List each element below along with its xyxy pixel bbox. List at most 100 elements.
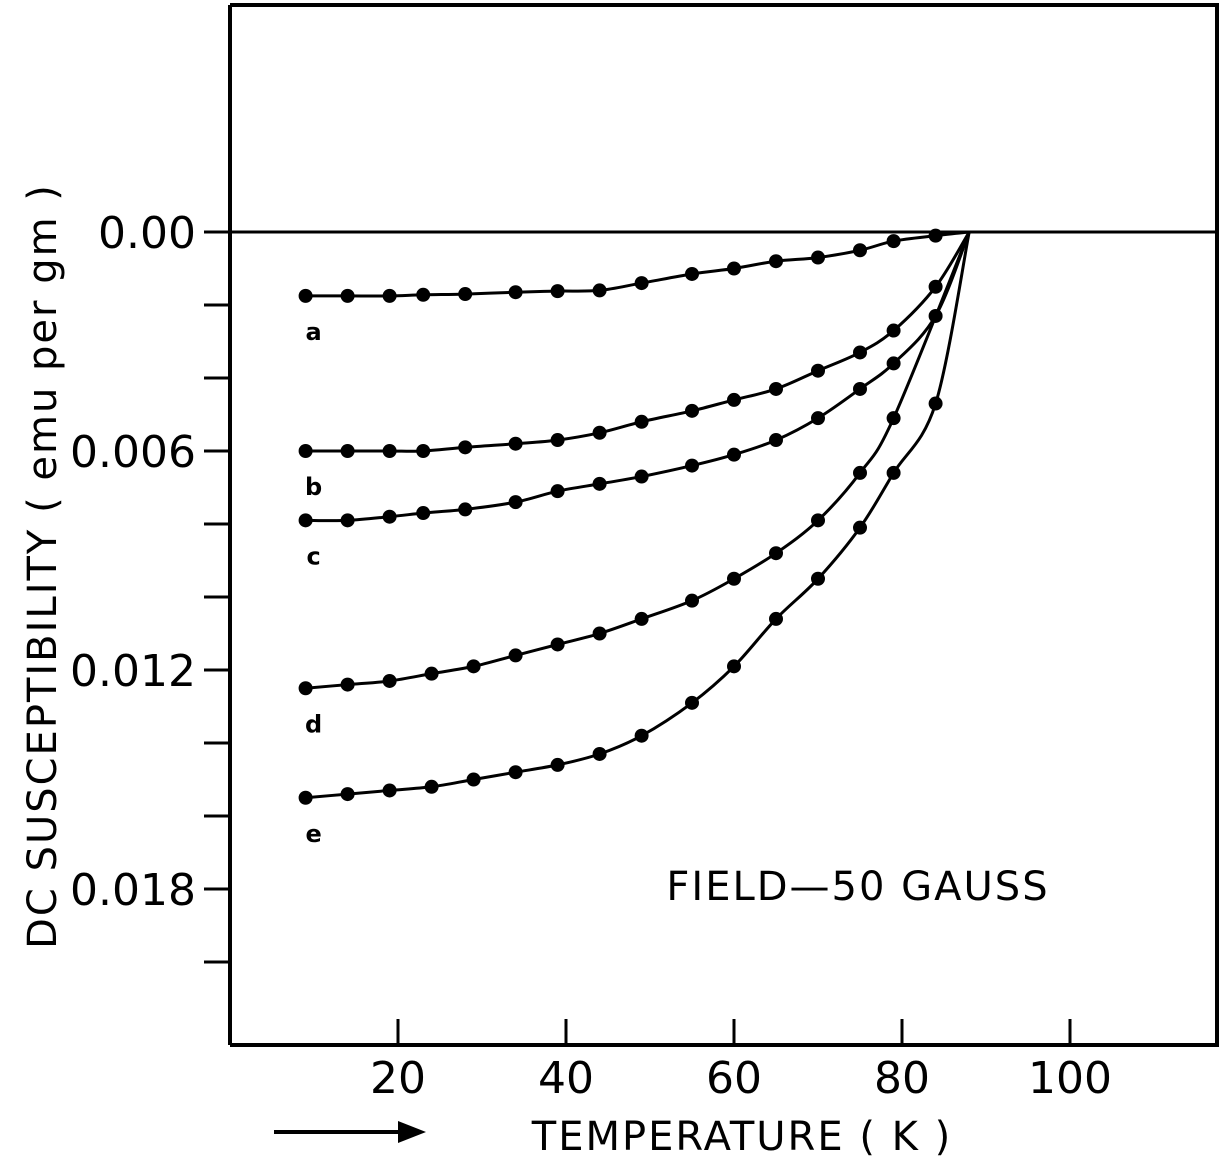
- y-axis-title: DC SUSCEPTIBILITY ( emu per gm ): [20, 183, 66, 949]
- point-e: [634, 728, 649, 743]
- point-d: [811, 513, 825, 528]
- point-e: [382, 783, 397, 798]
- point-a: [853, 243, 867, 258]
- point-e: [592, 746, 607, 761]
- point-e: [466, 772, 481, 787]
- point-d: [886, 411, 901, 426]
- point-c: [416, 506, 431, 521]
- point-e: [550, 757, 565, 772]
- point-c: [853, 381, 867, 396]
- point-c: [634, 469, 649, 484]
- point-c: [508, 495, 523, 510]
- x-tick-label: 80: [874, 1053, 930, 1104]
- point-e: [769, 611, 783, 626]
- point-e: [340, 787, 355, 802]
- point-b: [886, 323, 901, 338]
- point-c: [340, 513, 355, 528]
- point-b: [727, 392, 741, 407]
- point-d: [550, 637, 565, 652]
- series-label-c: c: [306, 542, 320, 570]
- point-a: [550, 284, 565, 299]
- x-tick-label: 20: [370, 1053, 426, 1104]
- point-b: [458, 440, 473, 455]
- point-b: [416, 444, 431, 458]
- field-annotation: FIELD—50 GAUSS: [666, 864, 1049, 910]
- point-a: [458, 287, 473, 302]
- point-b: [811, 363, 825, 378]
- series-labels: a b c d e: [305, 318, 322, 848]
- point-c: [550, 484, 565, 499]
- point-d: [340, 677, 355, 692]
- point-a: [685, 266, 699, 281]
- point-b: [634, 414, 649, 429]
- point-a: [811, 250, 825, 265]
- point-c: [886, 356, 901, 371]
- point-c: [928, 308, 943, 323]
- point-a: [298, 288, 313, 303]
- point-b: [853, 345, 867, 360]
- y-tick-label: 0.00: [98, 208, 196, 259]
- x-tick-label: 40: [538, 1053, 594, 1104]
- point-d: [298, 681, 313, 696]
- point-b: [508, 436, 523, 451]
- point-d: [508, 648, 523, 663]
- series-label-e: e: [305, 820, 321, 848]
- series-label-a: a: [305, 318, 321, 346]
- point-d: [634, 611, 649, 626]
- point-d: [853, 465, 867, 480]
- point-a: [592, 283, 607, 298]
- y-tick-label: 0.006: [70, 427, 196, 478]
- point-d: [592, 626, 607, 641]
- point-e: [886, 465, 901, 480]
- data-curves: [305, 230, 971, 800]
- point-b: [685, 403, 699, 418]
- point-b: [769, 381, 783, 396]
- point-c: [458, 502, 473, 517]
- point-c: [298, 513, 313, 528]
- point-b: [592, 425, 607, 440]
- x-axis-ticks: 20 40 60 80 100: [370, 1019, 1112, 1104]
- point-e: [298, 790, 313, 805]
- x-tick-label: 60: [706, 1053, 762, 1104]
- point-a: [634, 276, 649, 291]
- point-e: [928, 396, 943, 411]
- x-axis-title: TEMPERATURE ( K ): [531, 1114, 952, 1160]
- point-e: [685, 695, 699, 710]
- point-e: [424, 779, 439, 794]
- point-e: [811, 571, 825, 586]
- y-tick-label: 0.018: [70, 865, 196, 916]
- point-a: [886, 234, 901, 249]
- point-c: [727, 447, 741, 462]
- point-c: [769, 433, 783, 448]
- series-label-b: b: [305, 473, 322, 501]
- y-tick-label: 0.012: [70, 646, 196, 697]
- point-d: [685, 593, 699, 608]
- point-a: [416, 287, 431, 302]
- point-a: [727, 261, 741, 276]
- x-axis-arrow: [274, 1121, 426, 1143]
- point-a: [382, 288, 397, 303]
- point-b: [382, 444, 397, 458]
- y-axis-ticks: 0.00 0.006 0.012 0.018: [70, 208, 230, 964]
- point-d: [727, 571, 741, 586]
- point-c: [382, 509, 397, 524]
- point-a: [508, 285, 523, 300]
- point-d: [382, 673, 397, 688]
- plot-frame: [228, 3, 1219, 1047]
- point-b: [928, 279, 943, 294]
- point-b: [550, 433, 565, 448]
- point-b: [340, 444, 355, 458]
- series-label-d: d: [305, 710, 322, 738]
- point-d: [466, 659, 481, 674]
- x-tick-label: 100: [1028, 1053, 1112, 1104]
- point-e: [508, 765, 523, 780]
- point-a: [928, 228, 943, 243]
- point-c: [811, 411, 825, 426]
- point-a: [340, 288, 355, 303]
- point-a: [769, 254, 783, 269]
- point-d: [424, 666, 439, 681]
- point-b: [298, 444, 313, 458]
- point-e: [853, 520, 867, 535]
- point-c: [592, 476, 607, 491]
